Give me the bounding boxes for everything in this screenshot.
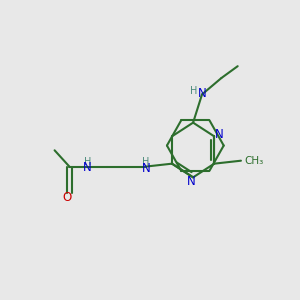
Text: H: H: [84, 157, 91, 167]
Text: H: H: [142, 157, 149, 167]
Text: N: N: [142, 162, 150, 175]
Text: N: N: [83, 161, 92, 174]
Text: N: N: [187, 176, 196, 188]
Text: N: N: [198, 87, 207, 100]
Text: N: N: [214, 128, 223, 141]
Text: H: H: [190, 86, 197, 96]
Text: CH₃: CH₃: [244, 156, 263, 166]
Text: O: O: [62, 191, 72, 204]
